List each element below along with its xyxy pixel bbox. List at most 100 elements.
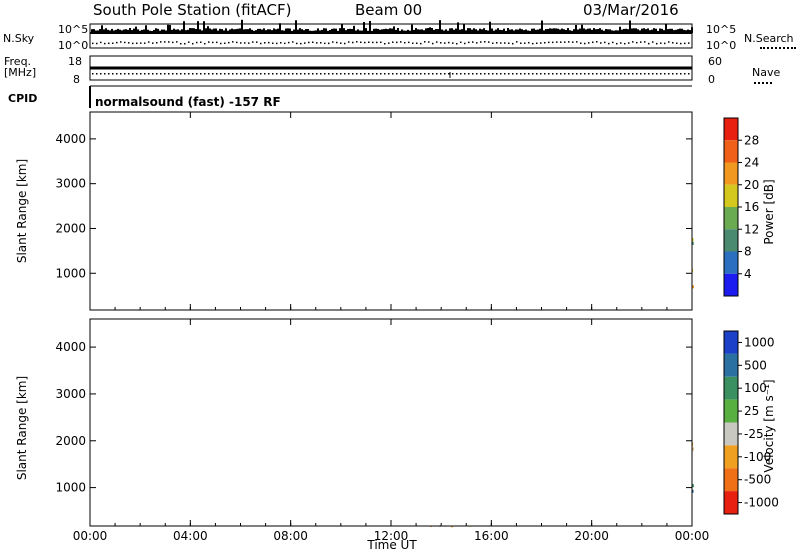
nsearch-dot: [580, 42, 582, 45]
nave-dot: [492, 73, 494, 75]
nsky-bar: [125, 29, 127, 33]
nave-legend-dots: [754, 82, 772, 84]
nsearch-dot: [244, 42, 246, 44]
nave-dot: [112, 73, 114, 75]
nsky-bar: [197, 21, 199, 33]
nsky-bar: [247, 29, 249, 33]
nsearch-dot: [468, 41, 470, 44]
nsearch-dot: [96, 42, 98, 45]
nsky-bar: [627, 29, 629, 33]
nsky-bar: [253, 30, 255, 33]
nsearch-dot: [116, 41, 118, 44]
nsky-bar: [287, 28, 289, 33]
nsky-bar: [127, 29, 129, 33]
nave-dot: [148, 73, 150, 75]
nave-dot: [572, 73, 574, 75]
nsearch-dot: [520, 42, 522, 44]
nsky-bar: [633, 28, 635, 33]
nave-dot: [688, 73, 690, 75]
nsky-bar: [121, 30, 123, 33]
nsky-bar: [449, 28, 451, 33]
nsearch-dot: [612, 41, 614, 44]
nsearch-dot: [604, 41, 606, 44]
nsearch-dot: [676, 42, 678, 45]
nsearch-dot: [160, 41, 162, 43]
nsky-bar: [597, 29, 599, 33]
nsky-bar: [381, 29, 383, 33]
nave-dot: [224, 73, 226, 75]
nsky-bar: [395, 29, 397, 33]
nsearch-dot: [480, 41, 482, 43]
nave-dot: [200, 73, 202, 75]
nsky-bar: [579, 28, 581, 33]
nsky-bar: [541, 20, 543, 33]
nsky-bar: [351, 28, 353, 33]
nave-dot: [192, 73, 194, 75]
nsky-bar: [131, 30, 133, 33]
nsky-bar: [671, 28, 673, 33]
nsearch-dot: [680, 42, 682, 45]
nsky-bar: [377, 28, 379, 33]
nave-dot: [472, 73, 474, 75]
nave-dot: [296, 73, 298, 75]
nsearch-dot: [136, 42, 138, 45]
nsky-bar: [621, 29, 623, 33]
nsky-bar: [331, 28, 333, 33]
nave-dot: [576, 73, 578, 75]
nsearch-dot: [224, 42, 226, 45]
nsky-bar: [289, 28, 291, 33]
nsearch-legend-dots: [760, 47, 796, 49]
nsearch-dot: [572, 41, 574, 43]
nave-dot: [608, 73, 610, 75]
nsearch-dot: [476, 42, 478, 44]
nsky-bar: [533, 28, 535, 33]
nsky-bar: [641, 28, 643, 33]
nsearch-dot: [556, 41, 558, 43]
nsky-bar: [559, 29, 561, 33]
nave-dot: [408, 73, 410, 75]
nave-dot: [100, 73, 102, 75]
nsky-bar: [489, 21, 491, 33]
nave-dot: [204, 73, 206, 75]
nsky-bar: [571, 30, 573, 33]
nave-dot: [212, 73, 214, 75]
nave-dot: [392, 73, 394, 75]
nave-dot: [500, 73, 502, 75]
nsky-bar: [135, 26, 137, 33]
nsearch-dot: [308, 41, 310, 44]
nave-dot: [548, 73, 550, 75]
nsky-bar: [463, 24, 465, 33]
nsearch-dot: [492, 42, 494, 45]
nsky-bar: [405, 30, 407, 33]
nave-trace: [92, 73, 690, 75]
nsky-bar: [299, 28, 301, 33]
nsky-bar: [657, 30, 659, 33]
nsky-bar: [335, 28, 337, 33]
nsky-bar: [473, 28, 475, 33]
nsky-bar: [217, 30, 219, 33]
nsearch-dot: [120, 41, 122, 43]
nsky-bar: [339, 28, 341, 33]
nave-dot: [436, 73, 438, 75]
nsky-bar: [649, 30, 651, 33]
nave-dot: [648, 73, 650, 75]
nave-dot: [484, 73, 486, 75]
nave-tick-high: 60: [708, 55, 722, 68]
nave-tick-low: 0: [708, 73, 715, 86]
nsky-bar: [593, 28, 595, 33]
nsearch-dot: [528, 41, 530, 44]
nsky-bar: [141, 29, 143, 33]
nsearch-dot: [368, 41, 370, 44]
nsky-bar: [123, 29, 125, 33]
nsky-bar: [143, 29, 145, 33]
nave-dot: [588, 73, 590, 75]
nsearch-dot: [336, 41, 338, 44]
nave-dot: [272, 73, 274, 75]
nsky-bar: [227, 30, 229, 33]
nave-dot: [344, 73, 346, 75]
nsearch-dot: [472, 41, 474, 43]
nave-dot: [128, 73, 130, 75]
nsearch-trace: [92, 41, 690, 45]
nsearch-dot: [504, 42, 506, 44]
nsearch-dot: [144, 42, 146, 44]
